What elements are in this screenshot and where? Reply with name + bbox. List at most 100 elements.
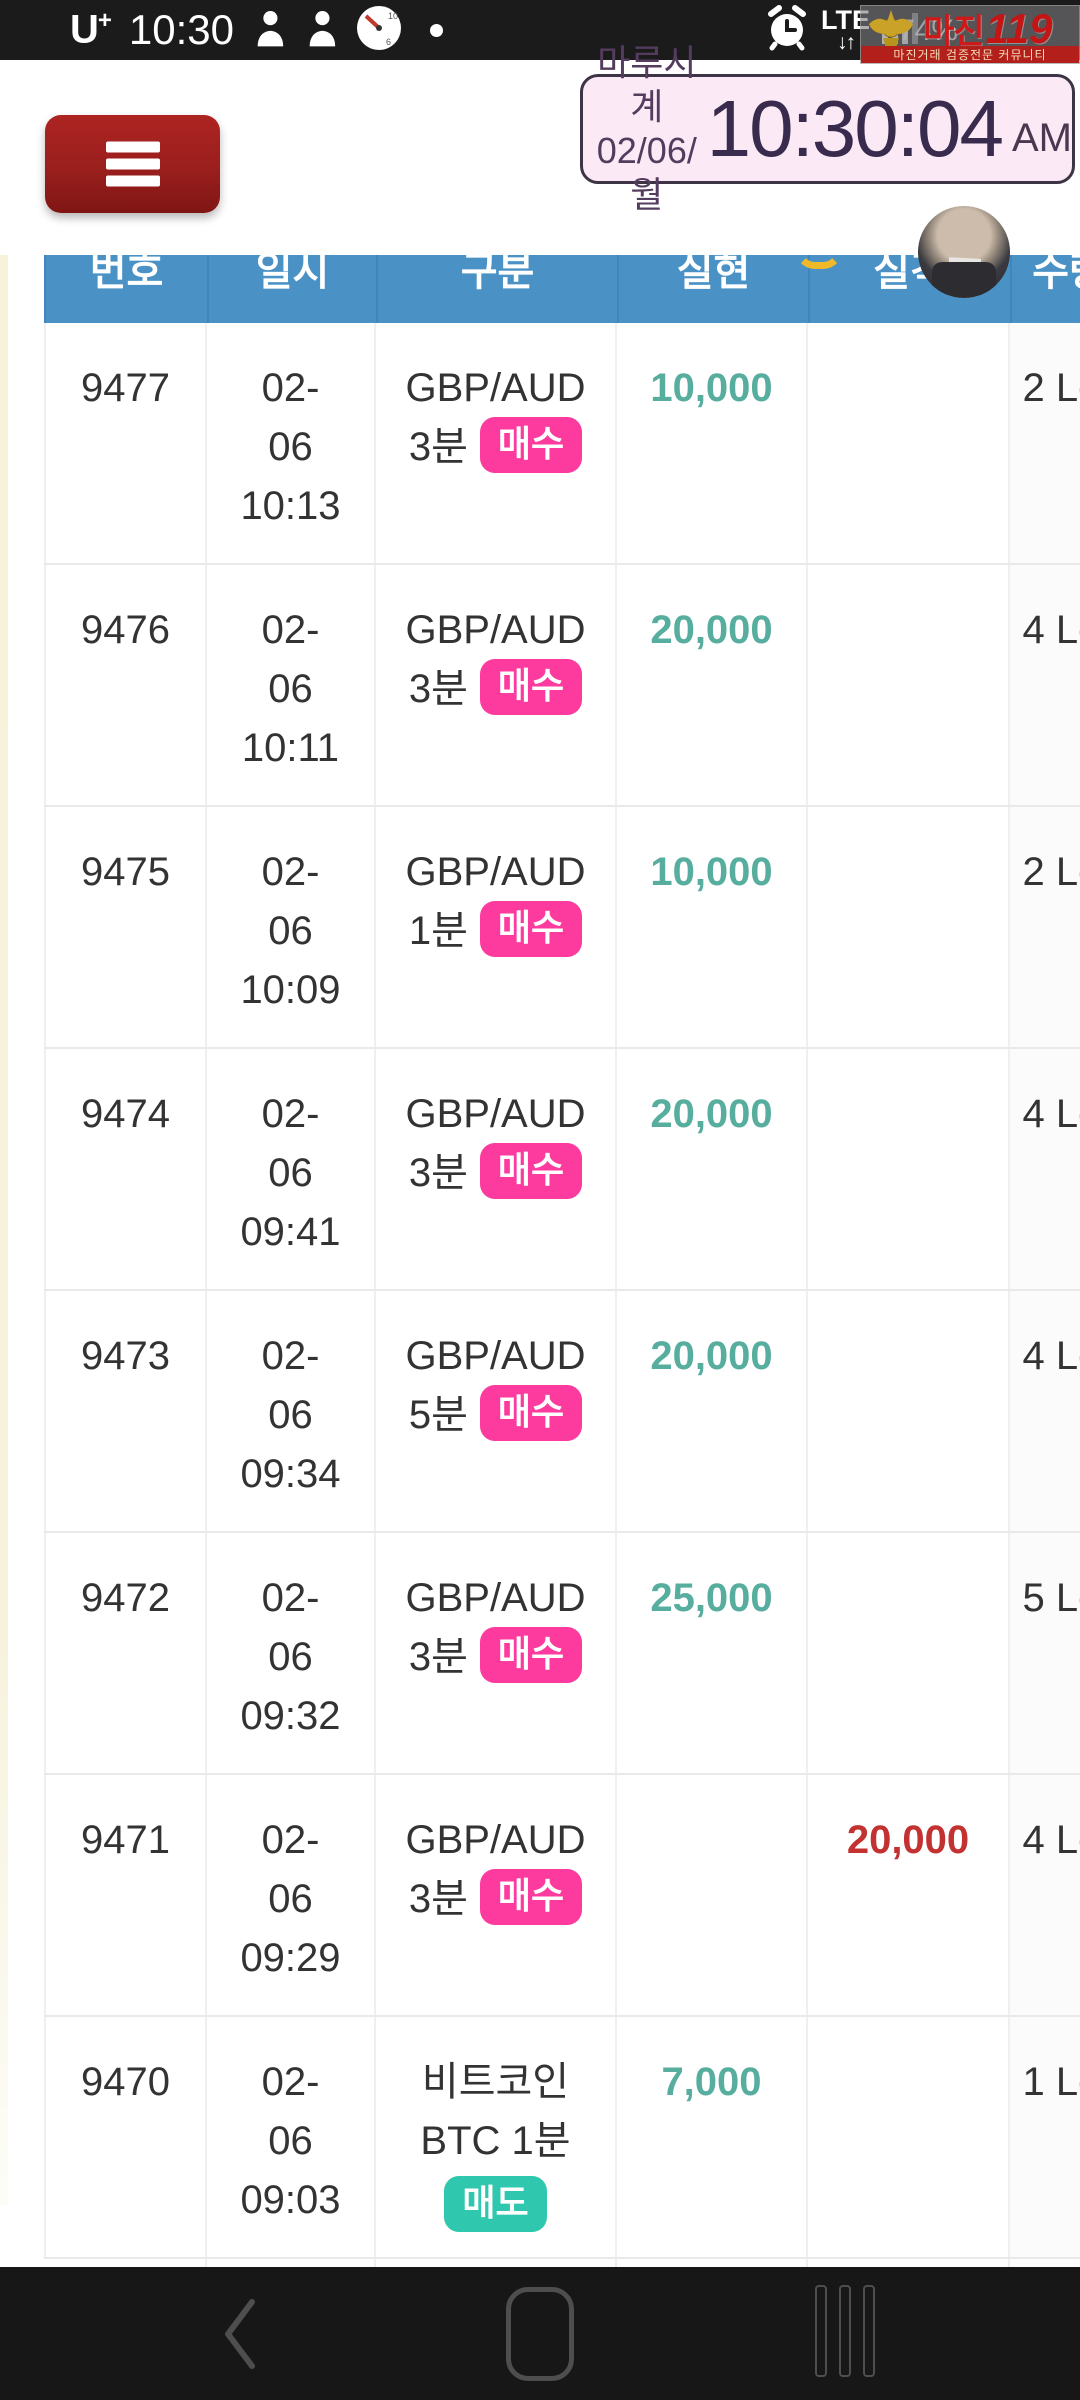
cell-quantity: 1 Lot [1010,2017,1080,2257]
trade-history-section: 번호 일시 구분 실현 실격 수량 947702-0610:13GBP/AUD3… [0,255,1080,2267]
column-header-quantity: 수량 [1012,255,1080,323]
cell-partial [207,2259,376,2267]
cell-quantity: 5 Lot [1010,1533,1080,1773]
column-header-realized: 실현 [619,255,810,323]
clock-widget-label: 마루시계 [597,42,697,127]
cell-datetime: 02- 06 09:41 [207,1049,376,1289]
recents-icon [809,2285,881,2382]
cell-datetime: 02- 06 09:03 [207,2017,376,2257]
cell-datetime: 02- 06 10:13 [207,323,376,563]
cell-realized: 10,000 [617,323,808,563]
home-icon [506,2286,574,2381]
watermark-title: 마진 [923,13,985,51]
clock-widget-time: 10:30:04 [706,84,1004,173]
cell-category: GBP/AUD 3분 매수 [376,323,617,563]
maru-clock-widget[interactable]: 마루시계 02/06/월 10:30:04 AM [580,42,1075,215]
watermark-number: 119 [985,5,1053,52]
nav-home-button[interactable] [470,2267,610,2400]
cell-category: GBP/AUD 3분 매수 [376,565,617,805]
cell-realized: 20,000 [617,565,808,805]
cell-partial [617,2259,808,2267]
notification-dot-icon [430,23,444,37]
cell-forfeit [808,807,1010,1047]
side-badge: 매수 [479,1869,583,1926]
cell-number: 9473 [44,1291,207,1531]
side-badge: 매수 [479,659,583,716]
cell-partial [376,2259,617,2267]
cell-quantity: 4 Lot [1010,1775,1080,2015]
table-row-partial [44,2259,1080,2267]
cell-partial [1010,2259,1080,2267]
android-nav-bar [0,2267,1080,2400]
cell-quantity: 4 Lot [1010,1049,1080,1289]
alarm-icon [763,4,811,57]
watermark-banner: 마진거래 검증전문 커뮤니티 [861,46,1079,63]
cell-datetime: 02- 06 10:11 [207,565,376,805]
table-header-row: 번호 일시 구분 실현 실격 수량 [44,255,1080,323]
column-header-datetime: 일시 [209,255,378,323]
cell-realized: 25,000 [617,1533,808,1773]
majin119-watermark-logo: 마진 119 마진거래 검증전문 커뮤니티 [860,5,1080,64]
cell-datetime: 02- 06 09:29 [207,1775,376,2015]
cell-forfeit [808,1049,1010,1289]
cell-realized: 20,000 [617,1049,808,1289]
nav-back-button[interactable] [170,2267,310,2400]
cell-partial [44,2259,207,2267]
cell-number: 9477 [44,323,207,563]
cell-number: 9476 [44,565,207,805]
svg-text:10: 10 [388,11,398,21]
cell-forfeit [808,1533,1010,1773]
side-badge: 매수 [479,1143,583,1200]
side-badge: 매수 [479,1627,583,1684]
cell-category: GBP/AUD 5분 매수 [376,1291,617,1531]
cell-datetime: 02- 06 10:09 [207,807,376,1047]
cell-realized: 7,000 [617,2017,808,2257]
gauge-clock-icon: 10 6 [356,5,402,56]
app-header: 마루시계 02/06/월 10:30:04 AM [0,42,1080,298]
cell-forfeit: 20,000 [808,1775,1010,2015]
cell-quantity: 2 Lot [1010,807,1080,1047]
cell-quantity: 4 Lot [1010,565,1080,805]
cell-forfeit [808,2017,1010,2257]
status-bar: U+ 10:30 10 6 [0,0,1080,64]
side-badge: 매수 [479,417,583,474]
side-badge: 매도 [444,2176,547,2233]
side-badge: 매수 [479,1385,583,1442]
hamburger-menu-button[interactable] [45,115,220,213]
cell-quantity: 4 Lot [1010,1291,1080,1531]
cell-number: 9471 [44,1775,207,2015]
clock-widget-ampm: AM [1012,115,1072,160]
cell-category: GBP/AUD 3분 매수 [376,1049,617,1289]
back-chevron-icon [225,2298,255,2369]
nav-recents-button[interactable] [775,2267,915,2400]
carrier-label: U+ [70,7,112,52]
cell-forfeit [808,323,1010,563]
cell-number: 9470 [44,2017,207,2257]
column-header-number: 번호 [46,255,209,323]
person-notification-icon [252,8,286,53]
hamburger-icon [105,136,160,193]
avatar[interactable] [918,206,1010,298]
column-header-category: 구분 [378,255,619,323]
cell-forfeit [808,1291,1010,1531]
cell-number: 9472 [44,1533,207,1773]
cell-partial [808,2259,1010,2267]
cell-number: 9475 [44,807,207,1047]
trade-history-table: 번호 일시 구분 실현 실격 수량 947702-0610:13GBP/AUD3… [44,255,1080,2267]
emblem-icon [865,8,917,61]
cell-realized [617,1775,808,2015]
page-left-tint [0,255,8,2205]
cell-realized: 10,000 [617,807,808,1047]
side-badge: 매수 [479,901,583,958]
status-time: 10:30 [128,6,235,53]
cell-category: GBP/AUD 3분 매수 [376,1533,617,1773]
